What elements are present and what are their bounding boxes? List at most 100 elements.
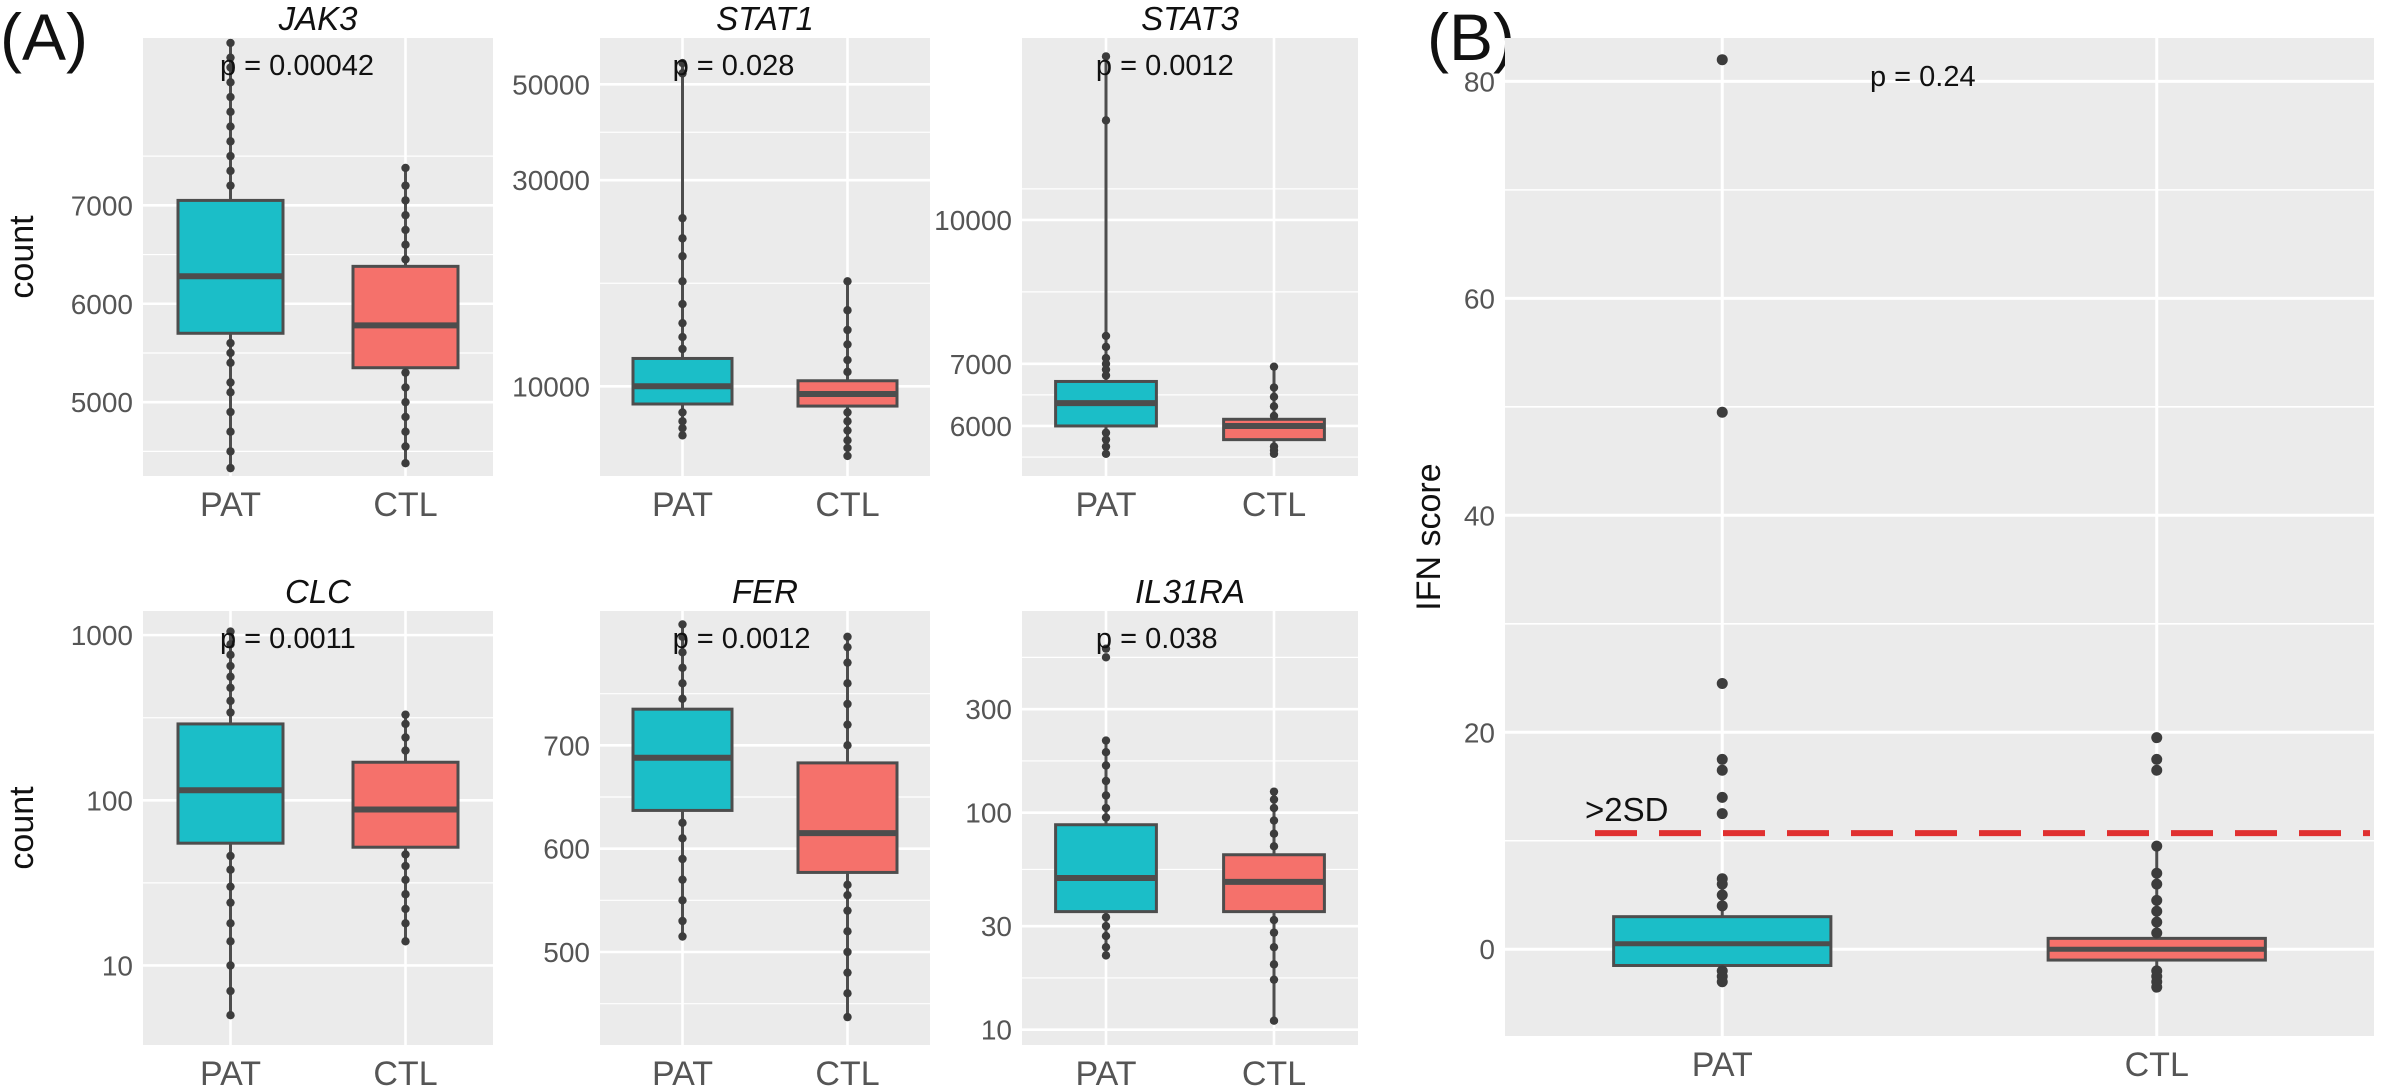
data-point-ctl — [843, 1012, 852, 1022]
p-value-jak3: p = 0.00042 — [220, 50, 374, 82]
y-tick-label: 300 — [965, 694, 1012, 725]
data-point-pat — [226, 53, 235, 62]
y-tick-label: 10000 — [512, 371, 590, 402]
data-point-ctl — [843, 968, 852, 977]
data-point-pat — [678, 694, 687, 704]
y-axis-label: count — [3, 786, 41, 870]
data-point-ctl — [1269, 411, 1279, 421]
boxplot-stat3: 6000 7000 10000 PAT CTL STAT3 p = 0.0012 — [934, 0, 1358, 524]
boxplot-jak3: 5000 6000 7000 PAT CTL JAK3 p = 0.00042 count — [3, 0, 493, 524]
x-tick-label-ctl: CTL — [1242, 1055, 1306, 1091]
data-point-pat — [678, 417, 687, 426]
data-point-pat — [226, 865, 235, 874]
data-point-pat — [1101, 435, 1111, 444]
data-point-ctl — [401, 240, 410, 249]
data-point-ctl — [2151, 867, 2163, 879]
data-point-ctl — [1269, 816, 1279, 825]
data-point-ctl — [401, 904, 410, 914]
y-tick-label: 0 — [1479, 934, 1495, 965]
data-point-pat — [226, 851, 235, 861]
data-point-ctl — [1269, 787, 1279, 796]
data-point-ctl — [2151, 840, 2163, 852]
gene-title-fer: FER — [732, 573, 798, 610]
data-point-ctl — [843, 679, 852, 688]
gene-title-clc: CLC — [285, 573, 352, 610]
data-point-ctl — [843, 417, 852, 426]
data-point-ctl — [1269, 362, 1279, 371]
data-point-ctl — [1269, 383, 1279, 392]
data-point-pat — [678, 916, 687, 926]
data-point-pat — [678, 834, 687, 843]
x-tick-label-ctl: CTL — [2125, 1046, 2189, 1084]
data-point-pat — [1101, 52, 1111, 61]
data-point-ctl — [401, 733, 410, 742]
data-point-pat — [1101, 116, 1111, 125]
box-pat — [1612, 915, 1833, 967]
data-point-pat — [678, 632, 687, 642]
box-ctl — [796, 761, 899, 874]
data-point-pat — [226, 882, 235, 891]
data-point-pat — [678, 69, 687, 78]
y-tick-label: 100 — [965, 798, 1012, 829]
p-value-il31ra: p = 0.038 — [1096, 623, 1218, 655]
box-ctl — [351, 264, 460, 370]
data-point-pat — [1101, 761, 1111, 770]
data-point-pat — [226, 447, 235, 456]
gene-title-stat1: STAT1 — [716, 0, 814, 37]
data-point-pat — [678, 648, 687, 657]
data-point-ctl — [401, 719, 410, 729]
data-point-pat — [1101, 371, 1111, 380]
data-point-pat — [226, 898, 235, 907]
data-point-ctl — [401, 255, 410, 264]
data-point-ctl — [401, 459, 410, 468]
data-point-pat — [226, 407, 235, 417]
data-point-ctl — [843, 741, 852, 750]
data-point-ctl — [843, 720, 852, 729]
data-point-ctl — [1269, 1016, 1279, 1025]
x-tick-label-pat: PAT — [1075, 486, 1136, 524]
data-point-ctl — [843, 699, 852, 709]
y-tick-label: 20 — [1464, 717, 1495, 748]
data-point-pat — [226, 650, 235, 660]
data-point-pat — [678, 277, 687, 286]
data-point-ctl — [843, 927, 852, 936]
data-point-ctl — [2151, 732, 2163, 744]
data-point-ctl — [401, 919, 410, 928]
data-point-pat — [226, 107, 235, 117]
y-tick-label: 5000 — [71, 387, 133, 418]
data-point-pat — [678, 663, 687, 673]
data-point-ctl — [843, 451, 852, 461]
data-point-pat — [1101, 331, 1111, 341]
data-point-ctl — [401, 412, 410, 422]
x-tick-label-ctl: CTL — [373, 486, 437, 524]
data-point-pat — [1101, 653, 1111, 662]
data-point-ctl — [401, 181, 410, 190]
data-point-ctl — [1269, 915, 1279, 925]
y-axis-label: count — [3, 215, 41, 299]
x-tick-label-ctl: CTL — [815, 486, 879, 524]
data-point-ctl — [401, 875, 410, 885]
data-point-pat — [1101, 912, 1111, 922]
data-point-ctl — [1269, 975, 1279, 984]
data-point-ctl — [1269, 795, 1279, 804]
data-point-pat — [226, 661, 235, 671]
data-point-ctl — [843, 408, 852, 417]
box-pat — [176, 198, 285, 335]
data-point-ctl — [401, 850, 410, 859]
p-value-stat1: p = 0.028 — [673, 50, 795, 82]
data-point-ctl — [1269, 803, 1279, 813]
plot-background — [600, 38, 930, 476]
data-point-pat — [226, 961, 235, 970]
x-tick-label-pat: PAT — [200, 486, 261, 524]
data-point-pat — [678, 423, 687, 433]
data-point-pat — [1716, 54, 1728, 66]
threshold-label: >2SD — [1585, 791, 1668, 828]
data-point-ctl — [843, 340, 852, 349]
data-point-pat — [1101, 442, 1111, 451]
data-point-pat — [1101, 365, 1111, 374]
boxplot-stat1: 10000 30000 50000 PAT CTL STAT1 p = 0.028 — [512, 0, 930, 524]
data-point-ctl — [2151, 878, 2163, 890]
data-point-ctl — [401, 368, 410, 377]
data-point-pat — [1101, 736, 1111, 745]
data-point-ctl — [843, 355, 852, 365]
